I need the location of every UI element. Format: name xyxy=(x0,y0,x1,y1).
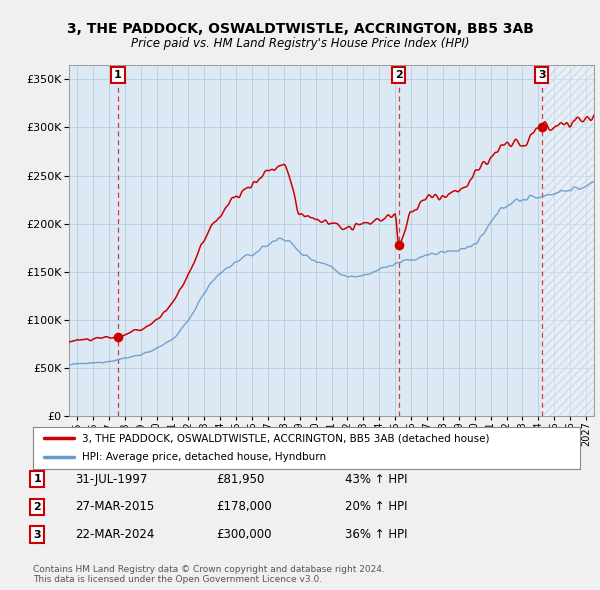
Text: Contains HM Land Registry data © Crown copyright and database right 2024.: Contains HM Land Registry data © Crown c… xyxy=(33,565,385,574)
Text: 43% ↑ HPI: 43% ↑ HPI xyxy=(345,473,407,486)
Text: 20% ↑ HPI: 20% ↑ HPI xyxy=(345,500,407,513)
Text: £81,950: £81,950 xyxy=(216,473,265,486)
Polygon shape xyxy=(542,65,594,416)
Text: HPI: Average price, detached house, Hyndburn: HPI: Average price, detached house, Hynd… xyxy=(82,452,326,462)
Text: 1: 1 xyxy=(114,70,122,80)
Text: 2: 2 xyxy=(34,502,41,512)
Text: 1: 1 xyxy=(34,474,41,484)
Text: 3, THE PADDOCK, OSWALDTWISTLE, ACCRINGTON, BB5 3AB: 3, THE PADDOCK, OSWALDTWISTLE, ACCRINGTO… xyxy=(67,22,533,37)
Text: Price paid vs. HM Land Registry's House Price Index (HPI): Price paid vs. HM Land Registry's House … xyxy=(131,37,469,50)
Text: 3: 3 xyxy=(538,70,545,80)
Text: £178,000: £178,000 xyxy=(216,500,272,513)
Text: 36% ↑ HPI: 36% ↑ HPI xyxy=(345,528,407,541)
Text: This data is licensed under the Open Government Licence v3.0.: This data is licensed under the Open Gov… xyxy=(33,575,322,584)
Text: 31-JUL-1997: 31-JUL-1997 xyxy=(75,473,148,486)
Text: 3, THE PADDOCK, OSWALDTWISTLE, ACCRINGTON, BB5 3AB (detached house): 3, THE PADDOCK, OSWALDTWISTLE, ACCRINGTO… xyxy=(82,434,490,444)
Text: £300,000: £300,000 xyxy=(216,528,271,541)
Text: 27-MAR-2015: 27-MAR-2015 xyxy=(75,500,154,513)
Text: 22-MAR-2024: 22-MAR-2024 xyxy=(75,528,154,541)
Text: 2: 2 xyxy=(395,70,403,80)
Text: 3: 3 xyxy=(34,530,41,539)
